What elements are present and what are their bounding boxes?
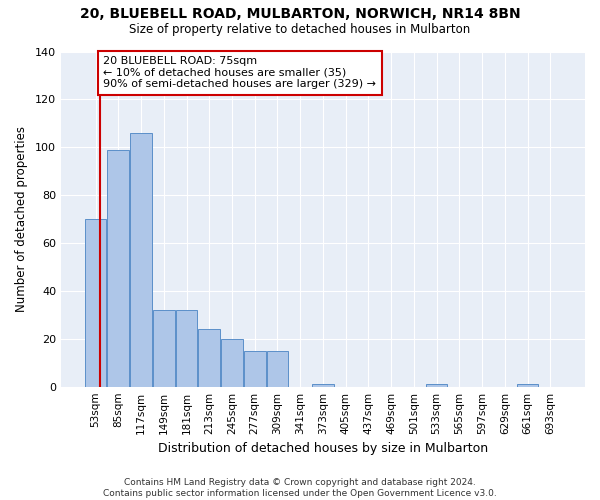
Bar	[176, 310, 197, 386]
Text: Size of property relative to detached houses in Mulbarton: Size of property relative to detached ho…	[130, 22, 470, 36]
Bar	[244, 351, 266, 386]
Bar	[312, 384, 334, 386]
Bar	[199, 329, 220, 386]
Bar	[130, 133, 152, 386]
Bar	[517, 384, 538, 386]
Text: 20, BLUEBELL ROAD, MULBARTON, NORWICH, NR14 8BN: 20, BLUEBELL ROAD, MULBARTON, NORWICH, N…	[80, 8, 520, 22]
Bar	[153, 310, 175, 386]
Bar	[85, 219, 106, 386]
Bar	[426, 384, 448, 386]
Y-axis label: Number of detached properties: Number of detached properties	[15, 126, 28, 312]
Text: 20 BLUEBELL ROAD: 75sqm
← 10% of detached houses are smaller (35)
90% of semi-de: 20 BLUEBELL ROAD: 75sqm ← 10% of detache…	[103, 56, 376, 90]
X-axis label: Distribution of detached houses by size in Mulbarton: Distribution of detached houses by size …	[158, 442, 488, 455]
Bar	[266, 351, 288, 386]
Bar	[221, 339, 243, 386]
Bar	[107, 150, 129, 386]
Text: Contains HM Land Registry data © Crown copyright and database right 2024.
Contai: Contains HM Land Registry data © Crown c…	[103, 478, 497, 498]
